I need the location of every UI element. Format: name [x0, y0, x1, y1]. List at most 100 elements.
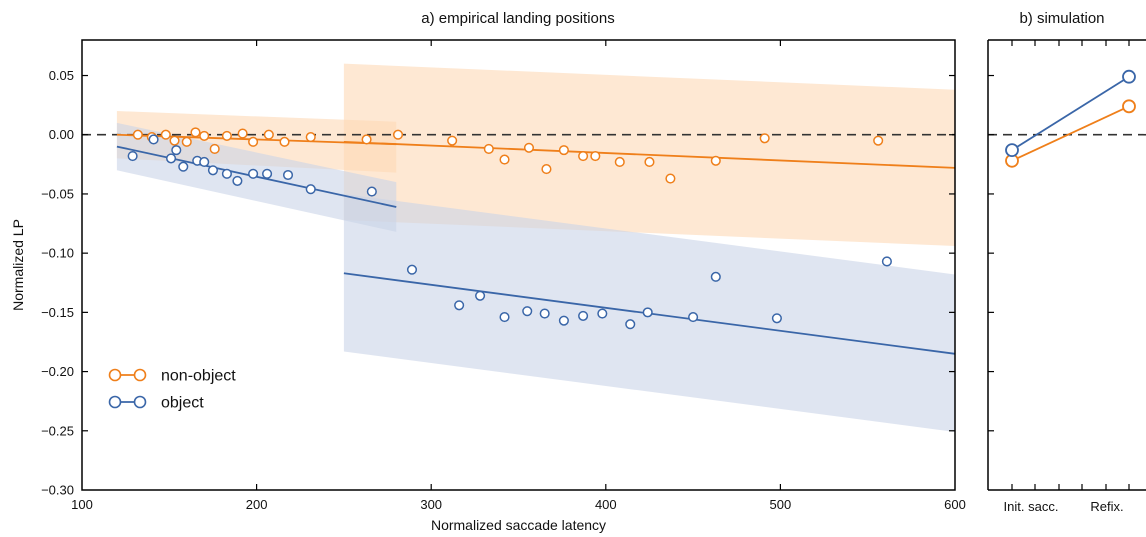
non-object-data-point — [209, 143, 220, 154]
object-data-point — [165, 153, 177, 164]
panel-a-plot: 100 200 300 400 500 600 −0.30 −0.25 −0.20 −0.15 −0… — [10, 39, 966, 533]
object-simulation-point — [1122, 69, 1136, 84]
non-object-data-point — [873, 135, 884, 146]
object-data-point — [171, 145, 182, 156]
y-tick-label: −0.20 — [41, 364, 74, 379]
non-object-data-point — [558, 145, 569, 156]
object-data-point — [597, 308, 608, 319]
x-tick-label: 600 — [944, 497, 966, 512]
simulation-points — [1005, 69, 1136, 168]
legend-marker-non-object — [108, 368, 122, 382]
non-object-data-point — [541, 164, 552, 175]
non-object-data-point — [665, 173, 676, 184]
object-data-point — [578, 310, 589, 321]
non-object-data-point — [221, 130, 232, 141]
legend: non-object object — [108, 368, 236, 412]
object-data-point — [178, 161, 189, 172]
panel-b-ticks — [988, 40, 1130, 490]
object-data-point — [199, 156, 210, 168]
y-tick-label: −0.05 — [41, 186, 74, 201]
object-data-point — [148, 134, 159, 145]
non-object-data-point — [248, 136, 259, 147]
object-data-point — [475, 290, 486, 301]
object-data-point — [688, 312, 699, 323]
object-data-point — [127, 151, 138, 162]
panel-b-plot: Init. sacc. Refix. — [987, 39, 1146, 514]
simulation-line-non-object — [1011, 105, 1130, 162]
x-tick-label: 200 — [246, 497, 268, 512]
non-object-data-point — [590, 151, 601, 162]
non-object-data-point — [447, 135, 458, 146]
legend-item-object: object — [108, 395, 204, 412]
object-data-point — [642, 307, 653, 318]
object-data-point — [499, 312, 510, 323]
category-label-init-sacc: Init. sacc. — [1004, 499, 1059, 514]
non-object-data-point — [132, 129, 143, 140]
non-object-data-point — [237, 128, 248, 139]
object-data-point — [262, 168, 273, 179]
object-data-point — [771, 313, 782, 324]
non-object-simulation-point — [1122, 99, 1136, 114]
panel-b-title: b) simulation — [1019, 10, 1104, 27]
panel-a-frame — [81, 39, 956, 491]
x-tick-label: 300 — [420, 497, 442, 512]
object-data-point — [232, 175, 243, 186]
object-data-point — [522, 306, 533, 317]
legend-item-non-object: non-object — [108, 368, 236, 385]
y-tick-label: −0.25 — [41, 423, 74, 438]
regression-line-non-object-2 — [343, 140, 956, 169]
confidence-bands — [116, 63, 955, 432]
non-object-data-point — [160, 129, 171, 140]
non-object-data-point — [361, 134, 372, 145]
legend-label-object: object — [161, 395, 204, 412]
object-data-point — [558, 315, 569, 326]
legend-label-non-object: non-object — [161, 368, 236, 385]
legend-marker-object — [108, 395, 122, 409]
non-object-data-point — [169, 135, 180, 146]
non-object-data-point — [199, 130, 210, 141]
non-object-data-point — [392, 129, 404, 140]
y-tick-label: 0.00 — [49, 127, 74, 142]
panel-a-title: a) empirical landing positions — [421, 10, 614, 27]
object-data-point — [539, 308, 550, 319]
non-object-data-point — [483, 143, 494, 154]
non-object-data-point — [190, 127, 201, 138]
simulation-line-object — [1011, 75, 1130, 151]
object-data-point — [881, 256, 892, 267]
x-tick-label: 500 — [770, 497, 792, 512]
object-data-point — [248, 168, 259, 179]
object-data-point — [221, 168, 232, 179]
non-object-data-point — [279, 136, 290, 147]
y-tick-label: 0.05 — [49, 68, 74, 83]
x-axis-title: Normalized saccade latency — [431, 517, 606, 533]
non-object-data-point — [305, 132, 316, 143]
y-tick-label: −0.15 — [41, 305, 74, 320]
non-object-data-point — [523, 142, 535, 153]
object-data-point — [305, 184, 316, 195]
simulation-lines — [1011, 75, 1130, 162]
object-data-point — [366, 186, 377, 197]
object-data-point — [282, 169, 294, 181]
legend-marker-non-object — [133, 368, 147, 382]
object-simulation-point — [1005, 143, 1019, 158]
category-label-refix: Refix. — [1090, 499, 1123, 514]
panel-b-frame — [987, 39, 1146, 491]
object-data-point — [454, 300, 465, 311]
x-tick-label: 100 — [71, 497, 93, 512]
non-object-data-point — [759, 133, 770, 144]
non-object-data-point — [578, 151, 589, 162]
non-object-data-point — [181, 136, 192, 147]
legend-marker-object — [133, 395, 147, 409]
non-object-data-point — [614, 156, 625, 168]
non-object-data-point — [499, 154, 510, 165]
x-tick-label: 400 — [595, 497, 617, 512]
panel-a-ticks: 100 200 300 400 500 600 −0.30 −0.25 −0.20 −0.15 −0… — [41, 40, 966, 512]
object-data-point — [406, 264, 418, 275]
non-object-data-point — [710, 155, 721, 166]
y-tick-label: −0.30 — [41, 483, 74, 498]
non-object-data-point — [644, 156, 655, 168]
object-data-point — [207, 165, 218, 176]
object-data-point — [625, 319, 636, 330]
y-axis-title: Normalized LP — [10, 219, 26, 311]
